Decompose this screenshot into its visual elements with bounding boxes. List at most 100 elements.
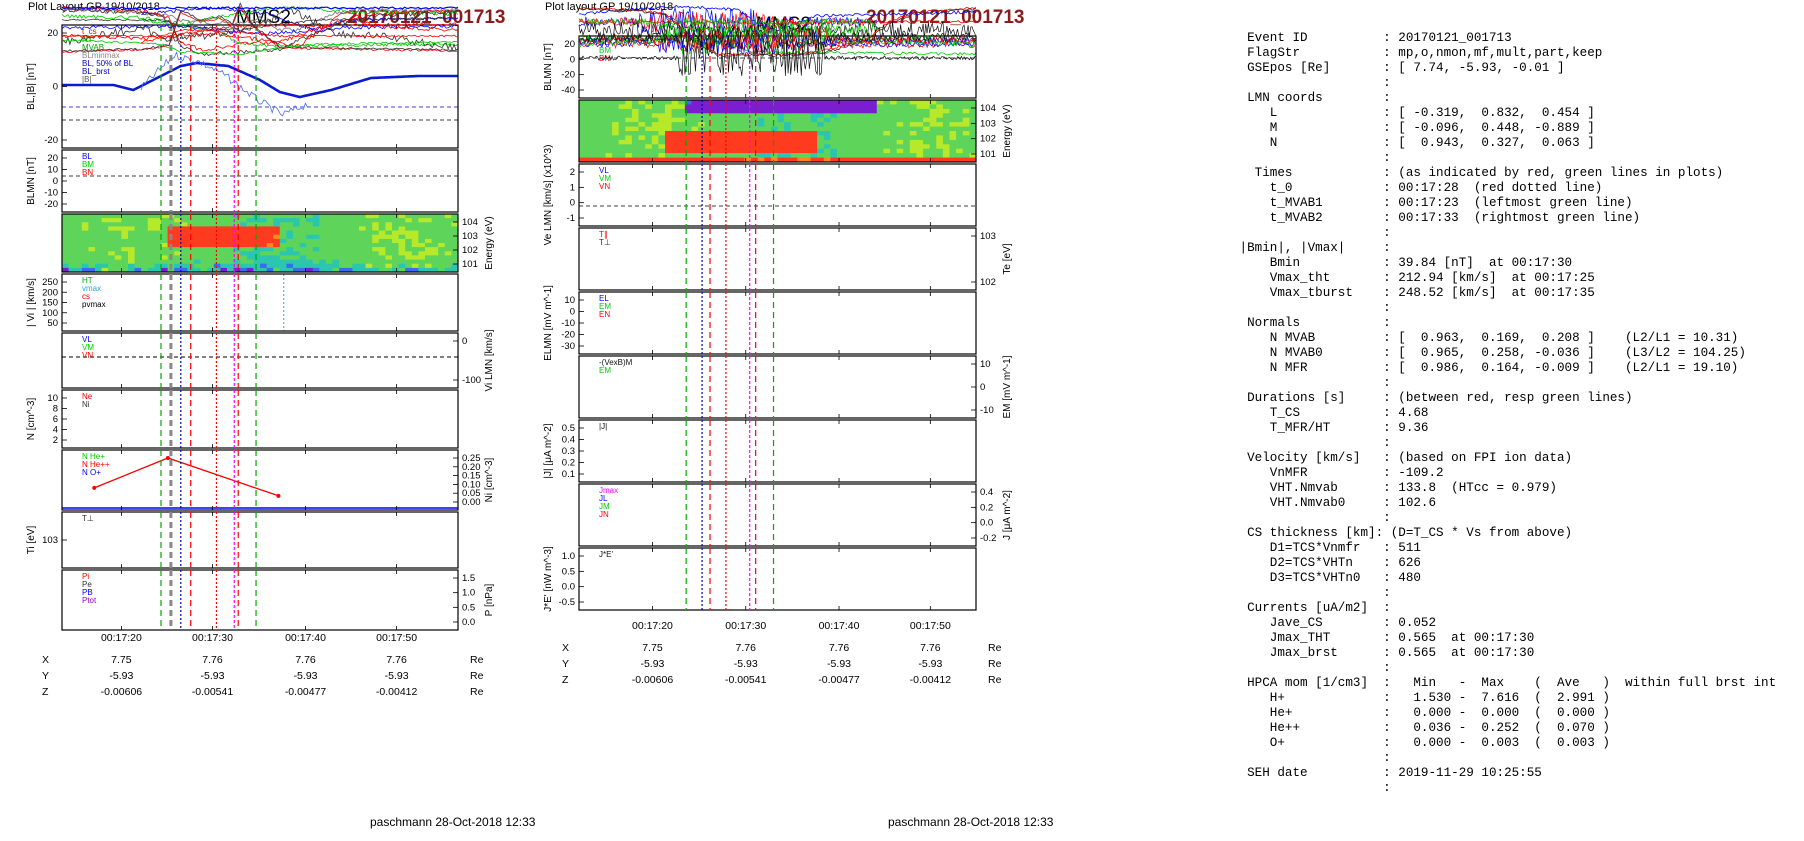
spectrogram-cell — [645, 153, 653, 158]
spectrogram-cell — [372, 251, 380, 256]
spectrogram-cell — [372, 214, 380, 219]
spectrogram-cell — [365, 214, 373, 219]
spectrogram-cell — [850, 153, 858, 158]
spectrogram-cell — [286, 259, 294, 265]
spectrogram-cell — [114, 267, 122, 273]
y-tick-label: 0.0 — [462, 617, 475, 628]
spectrogram-cell — [731, 113, 739, 119]
spectrogram-cell — [843, 108, 851, 114]
spectrogram-cell — [684, 122, 692, 127]
spectrogram-cell — [101, 238, 109, 244]
spectrogram-cell — [385, 222, 393, 227]
spectrogram-cell — [352, 247, 360, 252]
spectrogram-cell — [751, 131, 759, 136]
legend-entry: pvmax — [82, 300, 106, 309]
em-line — [578, 17, 877, 27]
spectrogram-cell — [598, 144, 606, 150]
spectrogram-cell — [405, 251, 413, 256]
spectrogram-cell — [956, 113, 964, 119]
spectrogram-cell — [612, 108, 620, 114]
spectrogram-cell — [896, 108, 904, 114]
spectrogram-cell — [431, 267, 439, 273]
spectrogram-cell — [161, 234, 169, 240]
spectrogram-cell — [843, 117, 851, 123]
spectrogram-cell — [293, 234, 301, 240]
spectrogram-cell — [227, 243, 235, 248]
spectrogram-cell — [830, 108, 838, 114]
spectrogram-cell — [200, 226, 208, 231]
spectrogram-cell — [286, 247, 294, 252]
spectrogram-cell — [200, 234, 208, 240]
spectrogram-cell — [312, 267, 320, 273]
spectrogram-cell — [876, 100, 884, 105]
spectrogram-cell — [227, 267, 235, 273]
spectrogram-cell — [326, 255, 334, 260]
spectrogram-cell — [645, 135, 653, 141]
spectrogram-cell — [711, 131, 719, 136]
spectrogram-cell — [923, 126, 931, 132]
spectrogram-cell — [890, 100, 898, 105]
spectrogram-cell — [75, 267, 83, 273]
spectrogram-cell — [108, 263, 116, 269]
y-tick-label: 1.0 — [562, 551, 575, 562]
spectrogram-cell — [253, 230, 261, 236]
vexb-line — [578, 20, 977, 40]
spectrogram-cell — [903, 148, 911, 154]
legend-entry: VL — [599, 166, 609, 175]
spectrogram-cell — [883, 108, 891, 114]
legend-entry: EM — [599, 366, 611, 375]
spectrogram-cell — [764, 144, 772, 150]
y-tick-label: 10 — [980, 359, 991, 370]
spectrogram-cell — [392, 238, 400, 244]
spectrogram-cell — [678, 148, 686, 154]
spectrogram-cell — [398, 230, 406, 236]
spectrogram-cell — [293, 263, 301, 269]
spectrogram-cell — [378, 234, 386, 240]
spectrogram-cell — [823, 153, 831, 158]
spectrogram-cell — [220, 255, 228, 260]
spectrogram-cell — [969, 126, 977, 132]
spectrogram-cell — [651, 108, 659, 114]
spectrogram-cell — [671, 144, 679, 150]
panel-frame — [578, 419, 977, 483]
spectrogram-cell — [804, 131, 812, 136]
spectrogram-cell — [731, 126, 739, 132]
spectrogram-cell — [909, 144, 917, 150]
spectrogram-cell — [784, 139, 792, 145]
spectrogram-cell — [942, 100, 950, 105]
spectrogram-cell — [359, 255, 367, 260]
spectrogram-cell — [731, 100, 739, 105]
spectrogram-cell — [405, 259, 413, 265]
spectrogram-cell — [625, 122, 633, 127]
spectrogram-cell — [704, 117, 712, 123]
spectrogram-cell — [260, 247, 268, 252]
spectrogram-cell — [949, 100, 957, 105]
spectrogram-cell — [718, 117, 726, 123]
spectrogram-cell — [711, 148, 719, 154]
spectrogram-cell — [194, 230, 202, 236]
spectrogram-cell — [438, 218, 446, 223]
spectrogram-cell — [837, 108, 845, 114]
spectrogram-cell — [903, 157, 911, 163]
spectrogram-cell — [345, 263, 353, 269]
spectrogram-cell — [75, 259, 83, 265]
spectrogram-cell — [81, 238, 89, 244]
spectrogram-cell — [810, 148, 818, 154]
legend-entry: VL — [82, 335, 92, 344]
spectrogram-cell — [88, 226, 96, 231]
spectrogram-cell — [678, 126, 686, 132]
spectrogram-cell — [279, 251, 287, 256]
spectrogram-cell — [266, 263, 274, 269]
spectrogram-cell — [777, 131, 785, 136]
middle-event-id: 20170121_001713 — [866, 7, 1025, 28]
spectrogram-cell — [451, 267, 459, 273]
spectrogram-cell — [233, 243, 241, 248]
spectrogram-cell — [121, 218, 129, 223]
spectrogram-cell — [174, 230, 182, 236]
spectrogram-cell — [903, 153, 911, 158]
spectrogram-cell — [88, 238, 96, 244]
spectrogram-cell — [612, 117, 620, 123]
y-tick-label: 103 — [42, 535, 58, 546]
